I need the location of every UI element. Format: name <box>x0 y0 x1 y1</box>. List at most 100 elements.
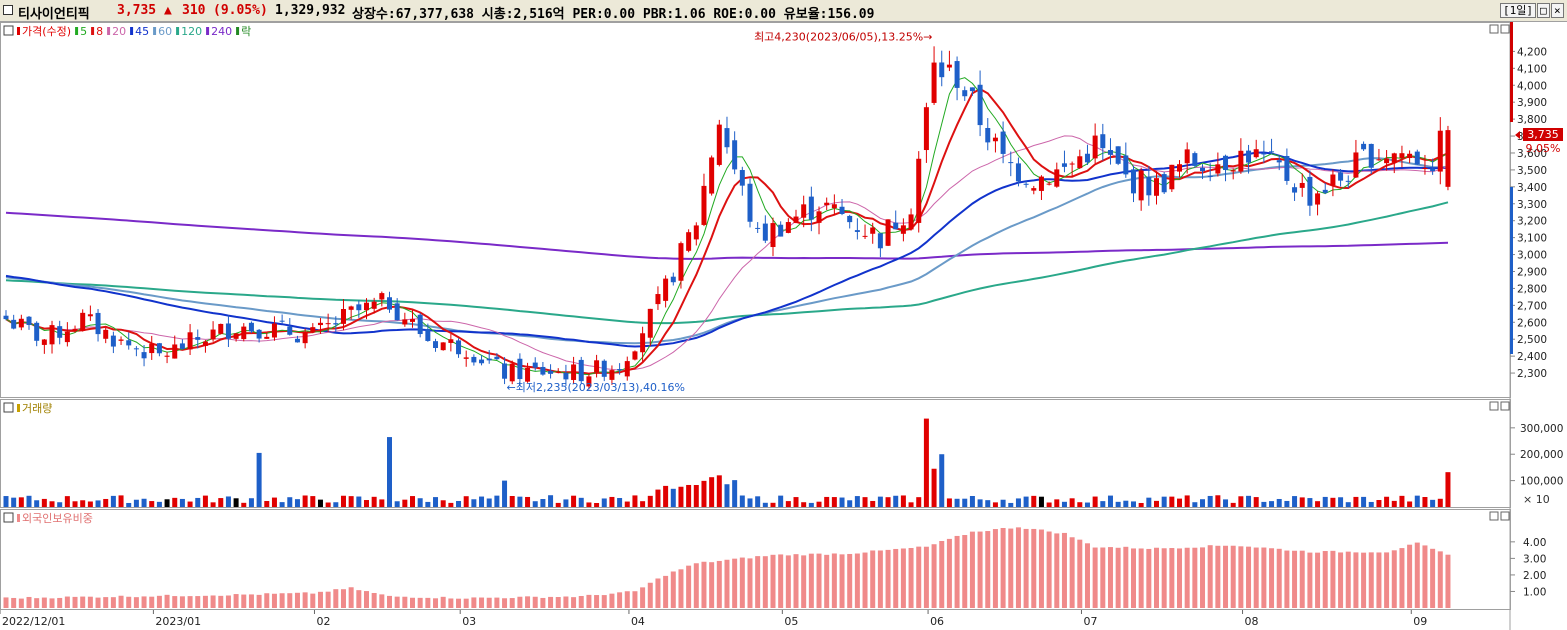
foreign-ratio-bar <box>1061 532 1067 608</box>
foreign-ratio-bar <box>1146 548 1152 608</box>
foreign-ratio-bar <box>1130 548 1136 608</box>
foreign-ratio-bar <box>992 529 998 608</box>
volume-bar <box>517 496 523 507</box>
volume-bar <box>1368 501 1374 507</box>
volume-bar <box>1146 497 1152 507</box>
candle-body <box>348 306 354 310</box>
candle-body <box>1445 130 1451 187</box>
foreign-ratio-bar <box>425 597 431 608</box>
foreign-ratio-bar <box>433 598 439 608</box>
candle-body <box>1422 167 1428 169</box>
foreign-ratio-bar <box>816 553 822 608</box>
foreign-ratio-bars <box>3 527 1451 608</box>
candle-body <box>1046 183 1052 185</box>
candle-body <box>1368 143 1374 168</box>
volume-bar <box>1422 496 1428 507</box>
foreign-ratio-bar <box>1238 546 1244 608</box>
foreign-ratio-bar <box>640 587 646 608</box>
candle-body <box>747 183 753 222</box>
foreign-ratio-bar <box>1023 528 1029 608</box>
volume-bar <box>1015 498 1021 507</box>
legend-entry: 8 <box>96 25 103 38</box>
volume-bar <box>571 495 577 507</box>
price-tick-label: 4,000 <box>1517 80 1547 92</box>
foreign-ratio-bar <box>647 582 653 608</box>
foreign-ratio-bar <box>778 554 784 608</box>
foreign-ratio-bar <box>26 596 32 608</box>
foreign-ratio-bar <box>118 595 124 608</box>
candlesticks <box>3 46 1451 390</box>
volume-bar <box>325 502 331 507</box>
volume-bar <box>962 498 968 507</box>
candle-body <box>816 211 822 223</box>
volume-panel-toggle[interactable] <box>3 402 14 413</box>
close-icon[interactable]: × <box>1551 3 1564 18</box>
candle-body <box>808 196 814 220</box>
volume-bar <box>402 499 408 507</box>
price-tick-label: 3,500 <box>1517 165 1547 177</box>
price-panel-toggle[interactable] <box>3 25 14 36</box>
price-tick-label: 2,300 <box>1517 368 1547 380</box>
foreign-ratio-bar <box>785 555 791 608</box>
foreign-panel-toggle[interactable] <box>3 512 14 523</box>
foreign-ratio-bar <box>893 548 899 608</box>
period-button[interactable]: [1일] <box>1500 3 1536 18</box>
foreign-ratio-bar <box>793 554 799 608</box>
candle-body <box>640 333 646 353</box>
candle-body <box>34 322 40 341</box>
foreign-ratio-bar <box>1253 547 1259 608</box>
price-tick-label: 2,800 <box>1517 283 1547 295</box>
window-checkbox[interactable] <box>3 5 13 15</box>
volume-bar <box>264 500 270 507</box>
foreign-ratio-bar <box>294 592 300 608</box>
legend-entry: 가격(수정) <box>22 25 71 38</box>
volume-bar <box>594 503 600 507</box>
foreign-ratio-bar <box>739 557 745 608</box>
price-tick-label: 2,700 <box>1517 300 1547 312</box>
maximize-icon[interactable]: □ <box>1537 3 1550 18</box>
foreign-ratio-bar <box>854 553 860 608</box>
foreign-ratio-bar <box>1100 547 1106 608</box>
volume-bar <box>1353 496 1359 507</box>
price-panel-buttons[interactable] <box>1489 24 1510 34</box>
ma60-line <box>5 157 1449 345</box>
price-tick-label: 3,100 <box>1517 233 1547 245</box>
foreign-ratio-bar <box>95 597 101 608</box>
date-tick-label: 05 <box>784 615 798 628</box>
price-change-pct: (9.05%) <box>213 3 268 18</box>
price-tick-label: 3,900 <box>1517 97 1547 109</box>
volume-bar <box>302 495 308 507</box>
volume-bar <box>18 497 24 507</box>
low-price-annotation: ←최저2,235(2023/03/13),40.16% <box>507 381 685 394</box>
volume-y-axis: 100,000 200,000 300,000 <box>1510 423 1563 488</box>
foreign-panel-buttons[interactable] <box>1489 511 1510 521</box>
foreign-ratio-bar <box>287 593 293 608</box>
ma20-line <box>5 135 1449 371</box>
candle-body <box>1269 151 1275 153</box>
ma120-line <box>5 201 1449 325</box>
candle-body <box>916 158 922 223</box>
volume-bar <box>670 488 676 507</box>
volume-bar <box>1115 501 1121 507</box>
foreign-ratio-bar <box>1031 528 1037 608</box>
foreign-ratio-bar <box>1437 551 1443 608</box>
candle-body <box>1115 146 1121 164</box>
foreign-ratio-bar <box>732 558 738 608</box>
volume-panel-buttons[interactable] <box>1489 401 1510 411</box>
foreign-ratio-bar <box>1330 550 1336 608</box>
candle-body <box>502 363 508 379</box>
foreign-ratio-bar <box>1107 547 1113 608</box>
volume-bar <box>1177 498 1183 507</box>
volume-bar <box>11 497 17 507</box>
foreign-ratio-bar <box>977 531 983 608</box>
foreign-ratio-bar <box>371 592 377 608</box>
foreign-ratio-bar <box>1123 546 1129 608</box>
date-tick-label: 03 <box>462 615 476 628</box>
foreign-ratio-bar <box>325 591 331 608</box>
foreign-ratio-bar <box>279 593 285 608</box>
candle-body <box>72 328 78 332</box>
candle-body <box>785 222 791 233</box>
volume-unit-label: × 10 <box>1523 493 1550 506</box>
candle-body <box>1437 130 1443 172</box>
candle-body <box>1061 163 1067 167</box>
